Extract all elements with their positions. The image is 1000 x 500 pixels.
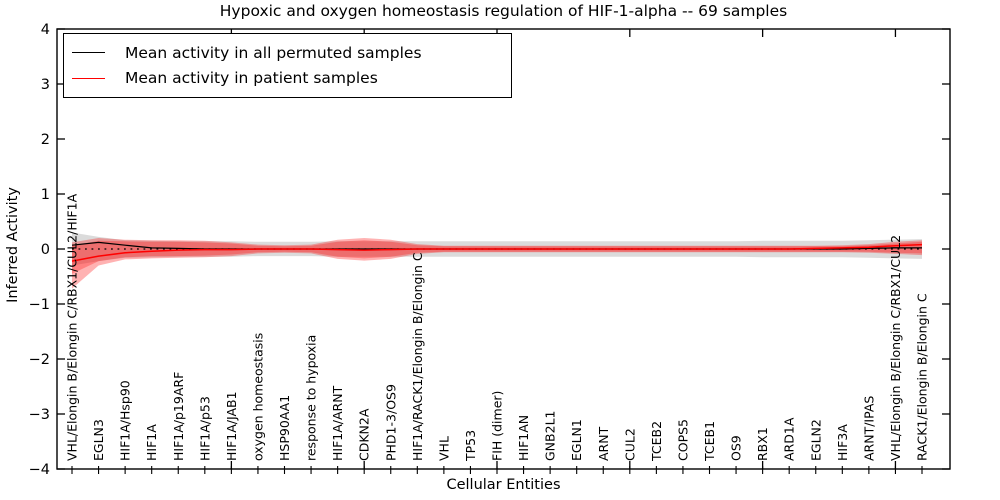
svg-text:ARNT: ARNT xyxy=(596,426,611,461)
svg-text:ARNT/IPAS: ARNT/IPAS xyxy=(861,396,876,461)
svg-text:ARD1A: ARD1A xyxy=(782,417,797,461)
legend-label-permuted: Mean activity in all permuted samples xyxy=(125,43,422,62)
legend-item-patient: Mean activity in patient samples xyxy=(72,69,503,87)
chart-title: Hypoxic and oxygen homeostasis regulatio… xyxy=(219,2,788,20)
svg-text:−3: −3 xyxy=(29,407,50,423)
svg-text:RACK1/Elongin B/Elongin C: RACK1/Elongin B/Elongin C xyxy=(915,293,930,461)
svg-text:−4: −4 xyxy=(29,462,50,478)
svg-text:VHL/Elongin B/Elongin C/RBX1/C: VHL/Elongin B/Elongin C/RBX1/CUL2 xyxy=(888,235,903,461)
svg-text:CUL2: CUL2 xyxy=(622,428,637,461)
x-axis-label: Cellular Entities xyxy=(446,477,561,493)
svg-text:HIF1A/p53: HIF1A/p53 xyxy=(197,396,212,461)
svg-text:CDKN2A: CDKN2A xyxy=(357,408,372,461)
svg-text:−2: −2 xyxy=(29,352,50,368)
x-tick-labels: VHL/Elongin B/Elongin C/RBX1/CUL2/HIF1A E… xyxy=(65,193,930,462)
svg-text:response to hypoxia: response to hypoxia xyxy=(304,335,319,461)
svg-text:VHL: VHL xyxy=(436,436,451,461)
x-ticks xyxy=(71,29,923,474)
svg-text:TP53: TP53 xyxy=(463,430,478,462)
svg-text:−1: −1 xyxy=(29,297,50,313)
svg-text:HIF1AN: HIF1AN xyxy=(516,415,531,461)
svg-text:COPS5: COPS5 xyxy=(675,419,690,461)
svg-text:HIF1A/p19ARF: HIF1A/p19ARF xyxy=(171,372,186,461)
legend-item-permuted: Mean activity in all permuted samples xyxy=(72,44,503,62)
svg-text:RBX1: RBX1 xyxy=(755,427,770,461)
svg-text:HIF1A/ARNT: HIF1A/ARNT xyxy=(330,385,345,461)
svg-text:4: 4 xyxy=(41,22,50,38)
svg-text:HIF1A: HIF1A xyxy=(144,424,159,461)
svg-text:TCEB1: TCEB1 xyxy=(702,421,717,462)
y-ticks: −4 −3 −2 −1 0 1 2 3 4 xyxy=(29,22,950,478)
svg-text:HIF3A: HIF3A xyxy=(835,424,850,461)
svg-text:OS9: OS9 xyxy=(729,435,744,461)
svg-text:FIH (dimer): FIH (dimer) xyxy=(490,391,505,461)
permuted-line-sample xyxy=(72,52,105,54)
svg-text:HIF1A/Hsp90: HIF1A/Hsp90 xyxy=(118,380,133,461)
svg-text:GNB2L1: GNB2L1 xyxy=(543,411,558,461)
svg-text:HSP90AA1: HSP90AA1 xyxy=(277,395,292,461)
svg-text:HIF1A/JAB1: HIF1A/JAB1 xyxy=(224,391,239,461)
patient-line-sample xyxy=(72,77,105,79)
svg-text:PHD1-3/OS9: PHD1-3/OS9 xyxy=(383,384,398,461)
svg-text:2: 2 xyxy=(41,132,50,148)
svg-text:0: 0 xyxy=(41,242,50,258)
y-axis-label: Inferred Activity xyxy=(5,187,21,303)
svg-text:VHL/Elongin B/Elongin C/RBX1/C: VHL/Elongin B/Elongin C/RBX1/CUL2/HIF1A xyxy=(65,193,80,461)
legend: Mean activity in all permuted samples Me… xyxy=(63,33,512,98)
svg-text:3: 3 xyxy=(41,77,50,93)
legend-label-patient: Mean activity in patient samples xyxy=(125,69,378,88)
svg-text:oxygen homeostasis: oxygen homeostasis xyxy=(250,333,265,461)
svg-text:1: 1 xyxy=(41,187,50,203)
svg-text:TCEB2: TCEB2 xyxy=(649,421,664,462)
patient-samples-band-outer xyxy=(72,238,922,289)
svg-text:EGLN3: EGLN3 xyxy=(91,419,106,461)
svg-text:EGLN2: EGLN2 xyxy=(808,419,823,461)
svg-text:EGLN1: EGLN1 xyxy=(569,419,584,461)
svg-text:HIF1A/RACK1/Elongin B/Elongin: HIF1A/RACK1/Elongin B/Elongin C xyxy=(410,252,425,461)
patient-mean-line xyxy=(71,243,923,262)
